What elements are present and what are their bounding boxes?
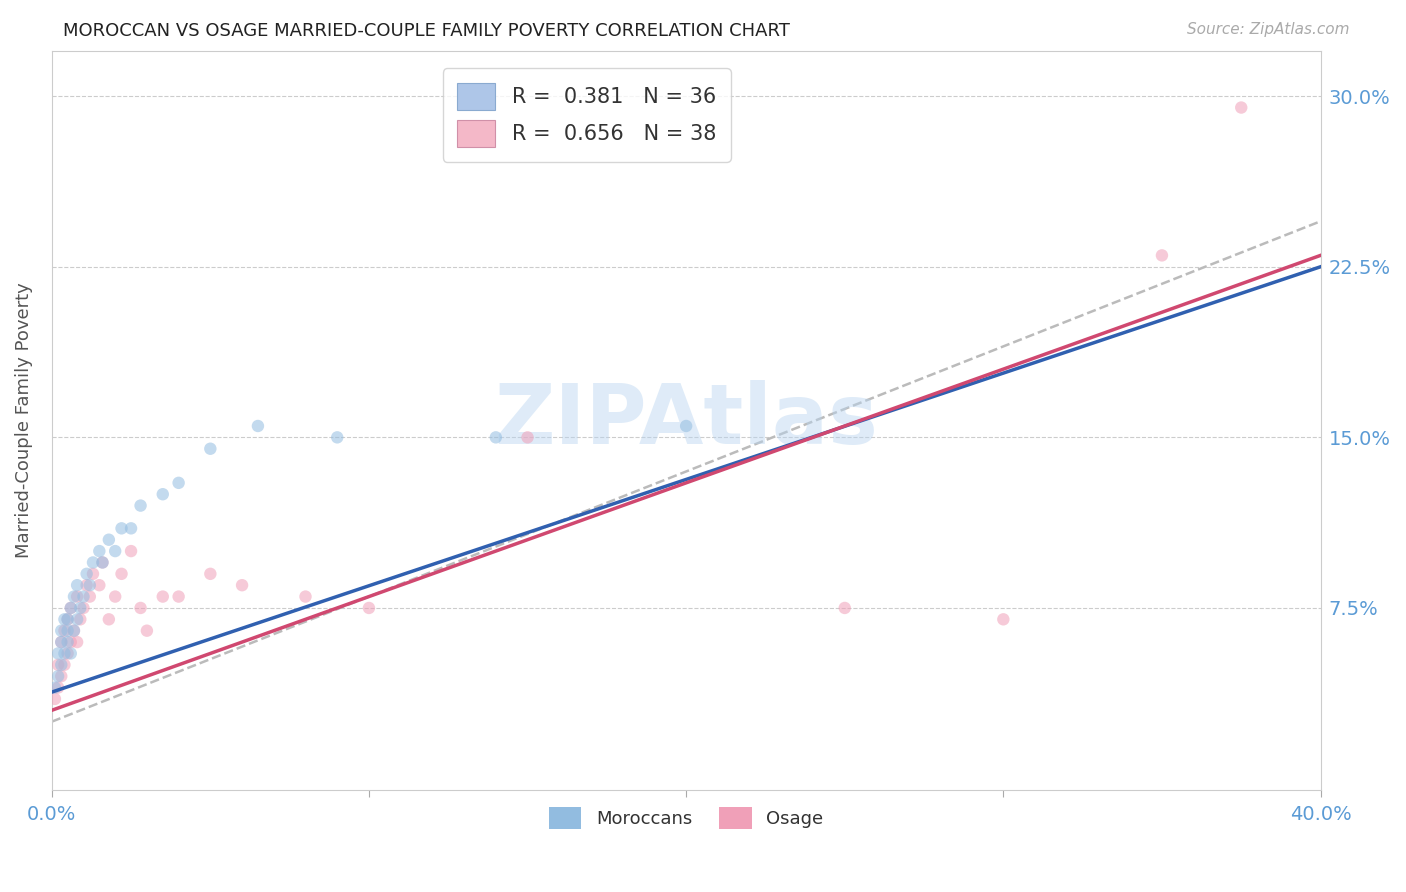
Legend: Moroccans, Osage: Moroccans, Osage: [541, 800, 831, 837]
Y-axis label: Married-Couple Family Poverty: Married-Couple Family Poverty: [15, 283, 32, 558]
Point: [135, 624, 157, 638]
Point: [76, 578, 98, 592]
Point: [63, 624, 86, 638]
Point: [53, 612, 76, 626]
Point: [59, 635, 82, 649]
Point: [56, 612, 79, 626]
Point: [120, 544, 142, 558]
Point: [69, 612, 91, 626]
Point: [110, 566, 132, 581]
Point: [56, 624, 79, 638]
Point: [56, 635, 79, 649]
Point: [53, 647, 76, 661]
Point: [97, 533, 120, 547]
Text: MOROCCAN VS OSAGE MARRIED-COUPLE FAMILY POVERTY CORRELATION CHART: MOROCCAN VS OSAGE MARRIED-COUPLE FAMILY …: [63, 22, 790, 40]
Point: [66, 635, 89, 649]
Point: [79, 590, 101, 604]
Point: [91, 556, 114, 570]
Point: [82, 566, 104, 581]
Point: [91, 556, 114, 570]
Point: [51, 657, 73, 672]
Point: [51, 624, 73, 638]
Point: [200, 442, 222, 456]
Point: [72, 590, 94, 604]
Point: [59, 601, 82, 615]
Point: [993, 612, 1015, 626]
Point: [51, 635, 73, 649]
Point: [129, 499, 152, 513]
Point: [152, 590, 174, 604]
Point: [69, 601, 91, 615]
Point: [89, 544, 111, 558]
Point: [51, 635, 73, 649]
Point: [675, 419, 697, 434]
Point: [129, 601, 152, 615]
Point: [56, 647, 79, 661]
Point: [294, 590, 316, 604]
Point: [53, 657, 76, 672]
Point: [59, 601, 82, 615]
Point: [110, 521, 132, 535]
Point: [46, 681, 69, 695]
Point: [63, 590, 86, 604]
Point: [44, 681, 66, 695]
Point: [66, 590, 89, 604]
Point: [44, 692, 66, 706]
Point: [76, 566, 98, 581]
Point: [46, 657, 69, 672]
Point: [72, 601, 94, 615]
Point: [516, 430, 538, 444]
Point: [357, 601, 380, 615]
Point: [89, 578, 111, 592]
Point: [66, 612, 89, 626]
Point: [97, 612, 120, 626]
Point: [63, 624, 86, 638]
Point: [46, 669, 69, 683]
Point: [46, 647, 69, 661]
Point: [485, 430, 508, 444]
Point: [326, 430, 349, 444]
Point: [1230, 101, 1253, 115]
Point: [79, 578, 101, 592]
Point: [59, 647, 82, 661]
Point: [120, 521, 142, 535]
Point: [56, 612, 79, 626]
Point: [167, 475, 190, 490]
Point: [104, 544, 127, 558]
Point: [104, 590, 127, 604]
Point: [1150, 248, 1173, 262]
Point: [66, 578, 89, 592]
Text: Source: ZipAtlas.com: Source: ZipAtlas.com: [1187, 22, 1350, 37]
Point: [82, 556, 104, 570]
Point: [53, 624, 76, 638]
Text: ZIPAtlas: ZIPAtlas: [494, 380, 879, 461]
Point: [51, 669, 73, 683]
Point: [152, 487, 174, 501]
Point: [834, 601, 856, 615]
Point: [246, 419, 269, 434]
Point: [167, 590, 190, 604]
Point: [200, 566, 222, 581]
Point: [231, 578, 253, 592]
